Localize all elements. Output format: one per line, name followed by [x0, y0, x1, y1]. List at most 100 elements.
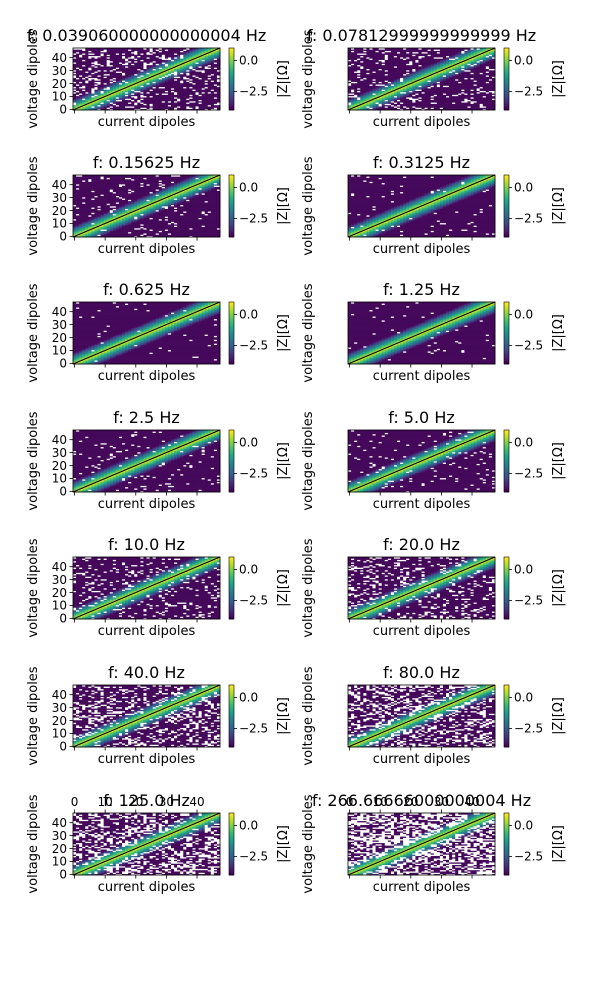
heatmap-cell: [137, 77, 141, 80]
heatmap-cell: [100, 75, 104, 77]
heatmap-cell: [189, 54, 193, 57]
heatmap-cell: [115, 84, 120, 86]
heatmap-cell: [143, 108, 147, 111]
heatmap-cell: [201, 66, 206, 68]
heatmap-cell: [131, 72, 135, 75]
heatmap-cell: [73, 51, 77, 54]
heatmap-cell: [171, 57, 175, 59]
heatmap-cell: [146, 98, 150, 101]
heatmap-cell: [152, 102, 157, 104]
heatmap-cell: [125, 108, 129, 111]
heatmap-cell: [122, 69, 126, 72]
heatmap-cell: [180, 57, 184, 59]
heatmap-cell: [158, 79, 163, 81]
heatmap-cell: [73, 71, 77, 73]
heatmap-cell: [180, 102, 184, 104]
heatmap-cell: [82, 48, 86, 50]
heatmap-cell: [152, 55, 157, 58]
heatmap-cell: [112, 60, 117, 63]
heatmap-cell: [97, 55, 101, 58]
heatmap-cell: [128, 91, 132, 94]
heatmap-cell: [207, 100, 212, 103]
heatmap-cell: [174, 67, 178, 70]
heatmap-cell: [421, 104, 425, 107]
heatmap-cell: [393, 104, 398, 107]
heatmap-cell: [164, 64, 169, 67]
heatmap-cell: [406, 103, 410, 106]
heatmap-cell: [79, 69, 83, 72]
heatmap-cell: [115, 86, 120, 89]
heatmap-cell: [479, 102, 484, 104]
heatmap-cell: [177, 59, 181, 62]
heatmap-cell: [366, 97, 370, 99]
heatmap-cell: [88, 90, 92, 93]
heatmap-cell: [134, 98, 138, 101]
heatmap-cell: [131, 103, 135, 106]
heatmap-cell: [143, 102, 147, 104]
heatmap-cell: [109, 99, 114, 102]
heatmap-cell: [195, 76, 199, 79]
heatmap-cell: [418, 100, 422, 103]
heatmap-cell: [100, 95, 104, 98]
heatmap-cell: [88, 98, 92, 101]
heatmap-cell: [97, 84, 101, 86]
heatmap-cell: [470, 100, 474, 103]
heatmap-cell: [131, 71, 135, 73]
heatmap-cell: [192, 51, 196, 54]
colorbar-step: [229, 85, 234, 88]
heatmap-cell: [207, 84, 212, 86]
heatmap-cell: [198, 67, 202, 70]
heatmap-cell: [76, 90, 80, 93]
heatmap-cell: [189, 60, 193, 63]
heatmap-cell: [134, 68, 138, 71]
heatmap-cell: [94, 95, 98, 98]
heatmap-cell: [109, 80, 114, 82]
heatmap-cell: [381, 103, 386, 106]
heatmap-cell: [198, 85, 202, 88]
heatmap-cell: [430, 103, 435, 106]
heatmap-cell: [201, 75, 206, 77]
heatmap-cell: [387, 106, 392, 108]
heatmap-cell: [167, 88, 172, 90]
heatmap-cell: [189, 49, 193, 51]
heatmap-cell: [134, 90, 138, 93]
heatmap-cell: [76, 93, 80, 95]
heatmap-cell: [415, 102, 419, 104]
heatmap-cell: [125, 80, 129, 82]
heatmap-cell: [177, 91, 181, 94]
heatmap-cell: [109, 103, 114, 106]
heatmap-cell: [131, 81, 135, 84]
heatmap-cell: [216, 93, 221, 95]
heatmap-cell: [100, 76, 104, 79]
heatmap-cell: [85, 75, 89, 77]
heatmap-cell: [152, 58, 157, 60]
heatmap-cell: [216, 89, 221, 91]
heatmap-cell: [436, 103, 441, 106]
colorbar-step: [229, 88, 234, 91]
heatmap-cell: [476, 102, 481, 104]
heatmap-cell: [442, 102, 447, 104]
heatmap-cell: [134, 81, 138, 84]
heatmap-cell: [207, 64, 212, 67]
colorbar-label: |Z|[Ω]: [551, 60, 566, 98]
heatmap-cell: [88, 77, 92, 80]
heatmap-cell: [125, 66, 129, 68]
heatmap-cell: [198, 73, 202, 76]
heatmap-cell: [198, 71, 202, 73]
heatmap-cell: [201, 72, 206, 75]
heatmap-cell: [482, 108, 487, 111]
heatmap-cell: [94, 91, 98, 94]
heatmap-cell: [94, 79, 98, 81]
heatmap-cell: [424, 107, 428, 110]
heatmap-cell: [366, 99, 370, 102]
heatmap-cell: [161, 89, 166, 91]
heatmap-cell: [143, 69, 147, 72]
heatmap-cell: [167, 76, 172, 79]
heatmap-cell: [155, 97, 160, 99]
heatmap-cell: [115, 60, 120, 63]
heatmap-cell: [195, 73, 199, 76]
heatmap-cell: [140, 54, 144, 57]
heatmap-cell: [109, 94, 114, 97]
heatmap-cell: [210, 63, 215, 66]
heatmap-cell: [397, 107, 401, 110]
